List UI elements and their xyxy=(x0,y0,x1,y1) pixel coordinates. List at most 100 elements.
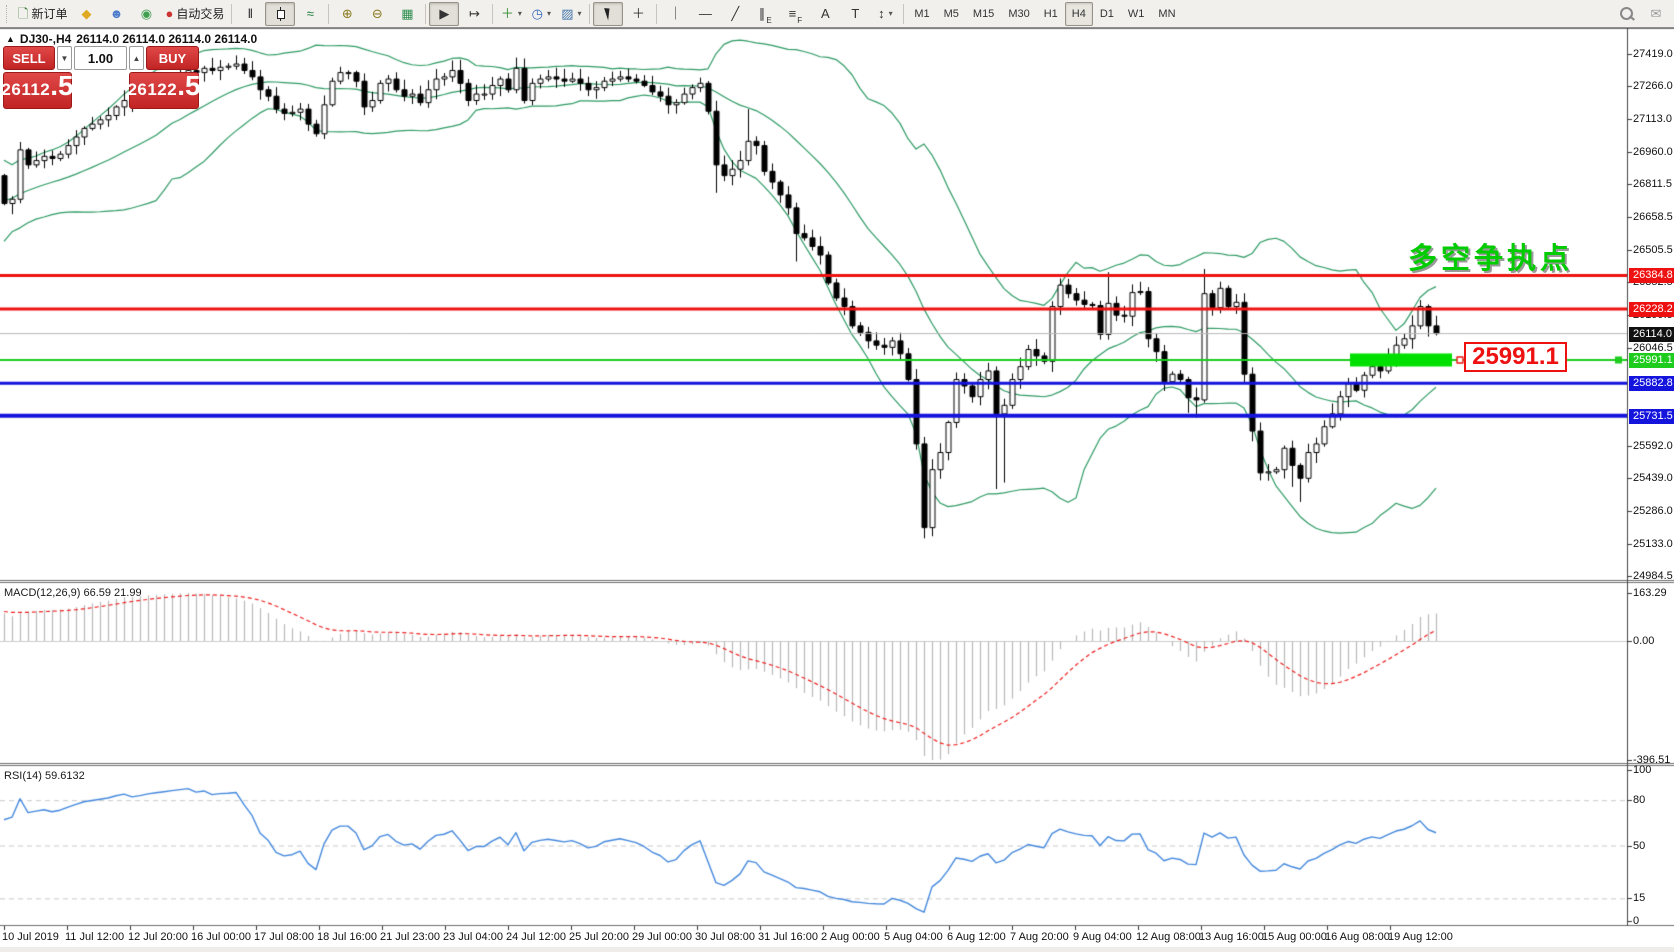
crosshair-icon: ＋ xyxy=(631,6,645,21)
timeframe-m15[interactable]: M15 xyxy=(972,7,995,20)
autotrading-button[interactable]: ● 自动交易 xyxy=(161,2,228,26)
zoom-in-button[interactable]: ⊕ xyxy=(332,2,362,26)
buy-price[interactable]: 26122.5 xyxy=(127,71,201,109)
bar-chart-icon: ‖ xyxy=(247,6,254,21)
time-axis-label: 11 Jul 12:00 xyxy=(65,931,125,943)
timeframe-mn[interactable]: MN xyxy=(1158,7,1176,20)
timeframe-m1[interactable]: M1 xyxy=(914,7,930,20)
volume-down-button[interactable]: ▼ xyxy=(57,46,72,70)
volume-input[interactable]: 1.00 xyxy=(74,46,127,70)
price-tag-label[interactable]: 25991.1 xyxy=(1464,342,1567,372)
community-button[interactable]: ☻ xyxy=(101,2,131,26)
toolbar-separator xyxy=(589,3,591,24)
trendline-icon: ╱ xyxy=(731,6,740,21)
vertical-line-button[interactable]: ｜ xyxy=(660,2,690,26)
chart-shift-button[interactable]: ↦ xyxy=(459,2,489,26)
price-line-badge: 25882.8 xyxy=(1629,376,1674,392)
rsi-label: RSI(14) 59.6132 xyxy=(4,770,85,782)
horizontal-line-button[interactable]: — xyxy=(690,2,720,26)
rsi-scale-label: 15 xyxy=(1633,892,1646,905)
price-tick-label: 27113.0 xyxy=(1633,113,1672,126)
rsi-scale-label: 80 xyxy=(1633,794,1646,807)
price-line-badge: 26114.0 xyxy=(1629,326,1674,342)
fibonacci-button[interactable]: ≡ F xyxy=(780,2,810,26)
text-button[interactable]: A xyxy=(810,2,840,26)
auto-scroll-button[interactable]: ▶ xyxy=(429,1,460,26)
expand-triangle-icon[interactable]: ▲ xyxy=(6,34,15,44)
arrows-button[interactable]: ↕ ▾ xyxy=(870,2,900,26)
cursor-button[interactable] xyxy=(593,1,624,26)
sell-button[interactable]: SELL xyxy=(3,46,55,70)
candlestick-icon xyxy=(276,6,285,21)
trendline-button[interactable]: ╱ xyxy=(720,2,750,26)
time-axis-label: 7 Aug 20:00 xyxy=(1010,931,1069,943)
macd-scale-label: 0.00 xyxy=(1633,635,1655,647)
search-icon xyxy=(1619,7,1633,20)
time-axis-label: 16 Aug 08:00 xyxy=(1325,931,1390,943)
cursor-icon xyxy=(603,6,613,21)
time-axis-label: 16 Jul 00:00 xyxy=(191,931,251,943)
price-tick-label: 26046.5 xyxy=(1633,342,1673,355)
toolbar-separator xyxy=(328,3,330,24)
sell-price[interactable]: 26112.5 xyxy=(1,71,74,109)
zoom-in-icon: ⊕ xyxy=(341,6,353,21)
indicators-button[interactable]: ＋ ▾ xyxy=(496,2,526,26)
toolbar-button-label: 自动交易 xyxy=(176,7,225,21)
crosshair-button[interactable]: ＋ xyxy=(623,2,653,26)
time-axis-label: 24 Jul 12:00 xyxy=(506,931,566,943)
templates-button[interactable]: ▨ ▾ xyxy=(556,2,586,26)
autotrading-icon: ● xyxy=(165,6,174,21)
window-bottom-strip xyxy=(0,947,1674,952)
contention-annotation[interactable]: 多空争执点 xyxy=(1408,243,1574,275)
bar-chart-button[interactable]: ‖ xyxy=(235,2,265,26)
timeframe-m30[interactable]: M30 xyxy=(1008,7,1030,20)
timeframe-m5[interactable]: M5 xyxy=(943,7,959,20)
time-axis-label: 21 Jul 23:00 xyxy=(380,931,440,943)
text-label-button[interactable]: T xyxy=(840,2,870,26)
icon-subscript: F xyxy=(797,15,803,25)
tile-windows-button[interactable]: ▦ xyxy=(392,2,422,26)
metaeditor-icon: ◆ xyxy=(81,6,92,21)
zoom-out-button[interactable]: ⊖ xyxy=(362,2,392,26)
search-button[interactable] xyxy=(1611,2,1641,26)
new-order-button[interactable]: 🗋 新订单 xyxy=(14,2,71,26)
chat-button[interactable]: ✉ xyxy=(1641,2,1671,26)
macd-scale-label: -396.51 xyxy=(1633,754,1671,766)
auto-scroll-icon: ▶ xyxy=(439,6,450,21)
price-tick-label: 26960.0 xyxy=(1633,146,1673,159)
volume-up-button[interactable]: ▲ xyxy=(129,46,144,70)
price-tick-label: 26505.5 xyxy=(1633,243,1673,256)
signals-button[interactable]: ◉ xyxy=(131,2,161,26)
time-axis-label: 25 Jul 20:00 xyxy=(569,931,629,943)
timeframe-h1[interactable]: H1 xyxy=(1043,7,1058,20)
dropdown-caret-icon[interactable]: ▾ xyxy=(577,9,582,18)
candlestick-button[interactable] xyxy=(265,1,296,26)
price-tick-label: 26811.5 xyxy=(1633,177,1672,190)
periods-button[interactable]: ◷ ▾ xyxy=(526,2,556,26)
price-tick-label: 25592.0 xyxy=(1633,439,1673,452)
text-label-icon: T xyxy=(851,6,860,21)
toolbar-grip xyxy=(6,4,11,23)
time-axis-label: 12 Jul 20:00 xyxy=(128,931,188,943)
indicators-icon: ＋ xyxy=(500,6,514,21)
channel-button[interactable]: ∥ E xyxy=(750,2,780,26)
metaeditor-button[interactable]: ◆ xyxy=(71,2,101,26)
dropdown-caret-icon[interactable]: ▾ xyxy=(888,9,893,18)
timeframe-h4[interactable]: H4 xyxy=(1064,1,1093,26)
price-tick-label: 25439.0 xyxy=(1633,472,1673,485)
buy-button[interactable]: BUY xyxy=(146,46,199,70)
price-line-badge: 25991.1 xyxy=(1629,352,1674,368)
time-axis-label: 13 Aug 16:00 xyxy=(1199,931,1264,943)
timeframe-d1[interactable]: D1 xyxy=(1099,7,1114,20)
dropdown-caret-icon[interactable]: ▾ xyxy=(547,9,552,18)
tile-windows-icon: ▦ xyxy=(401,6,414,21)
vertical-line-icon: ｜ xyxy=(668,6,682,21)
text-icon: A xyxy=(821,6,830,21)
time-axis-label: 23 Jul 04:00 xyxy=(443,931,503,943)
timeframe-w1[interactable]: W1 xyxy=(1127,7,1145,20)
line-chart-button[interactable]: ≈ xyxy=(295,2,325,26)
dropdown-caret-icon[interactable]: ▾ xyxy=(517,9,522,18)
price-tick-label: 25133.0 xyxy=(1633,538,1673,551)
price-tick-label: 24984.5 xyxy=(1633,570,1673,583)
